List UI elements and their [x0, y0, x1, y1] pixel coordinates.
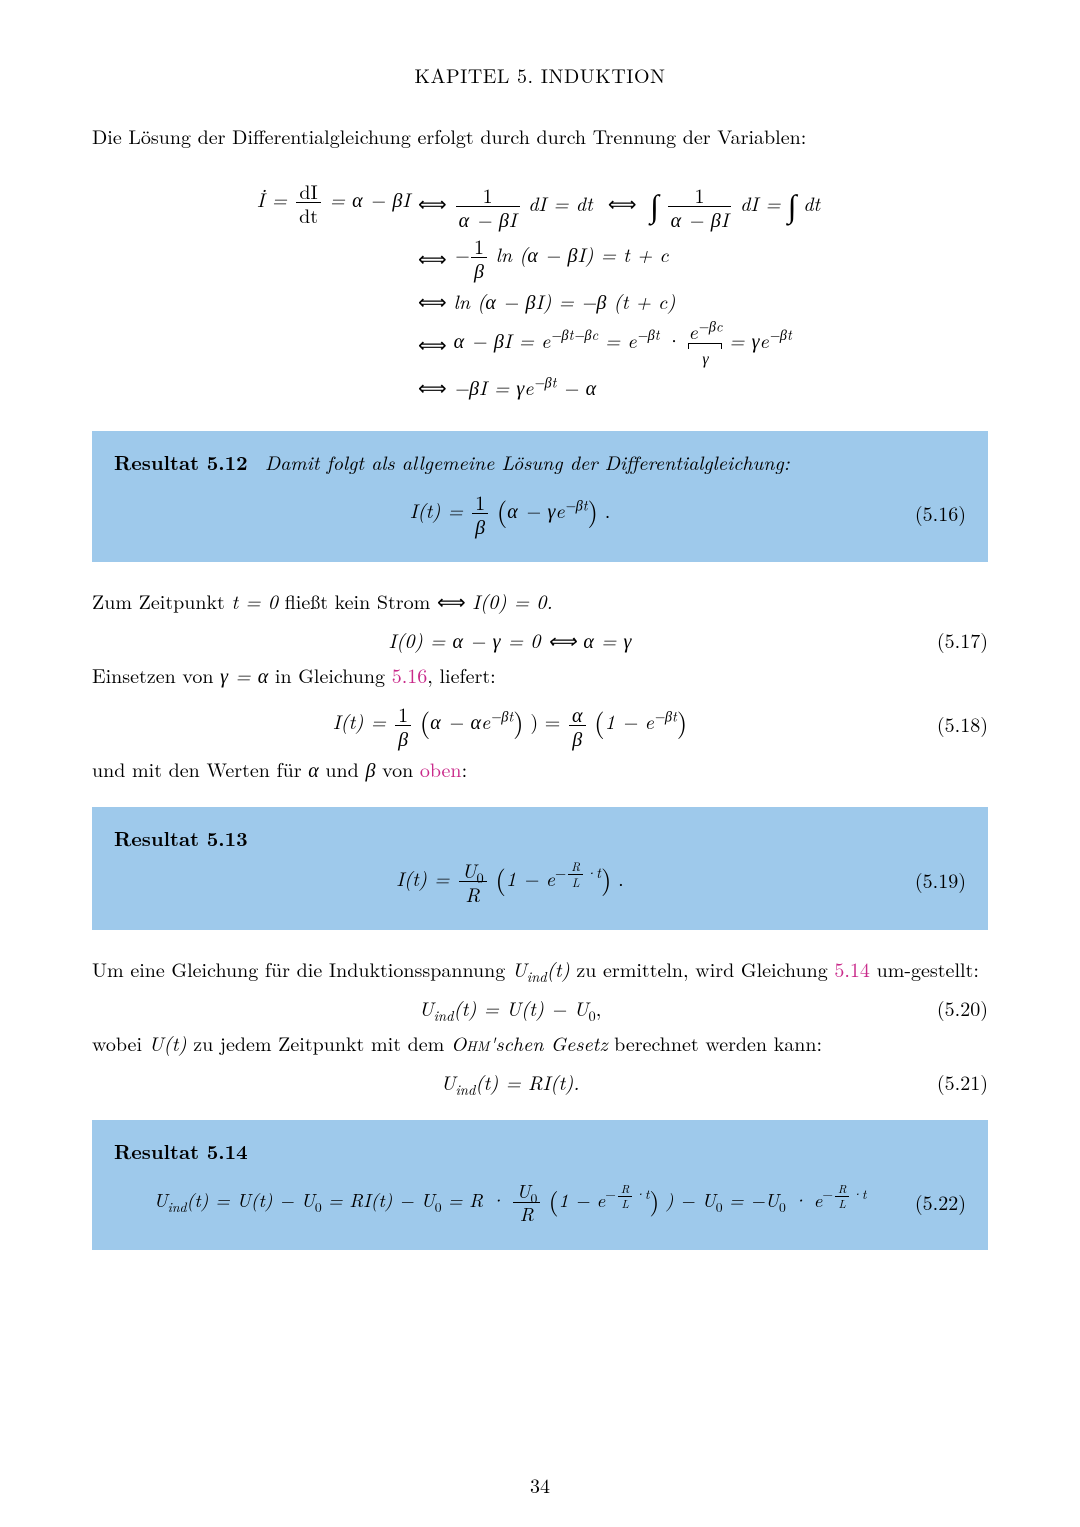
result-5-12-box: Resultat 5.12 Damit folgt als allgemeine…	[92, 431, 988, 562]
result-5-14-box: Resultat 5.14 Uind(t) = U(t) − U0 = RI(t…	[92, 1120, 988, 1250]
ref-5-16-link[interactable]: 5.16	[392, 660, 428, 689]
eqnum-5-19: (5.19)	[906, 865, 966, 894]
result-5-12-stmt: Damit folgt als allgemeine Lösung der Di…	[265, 447, 790, 476]
eqnum-5-22: (5.22)	[906, 1187, 966, 1216]
paragraph-t0: Zum Zeitpunkt t = 0 fließt kein Strom ⟺ …	[92, 586, 988, 615]
eq-5-18-row: I(t) = 1β (α − αe−βt) ) = αβ (1 − e−βt) …	[92, 699, 988, 747]
eq-5-22: Uind(t) = U(t) − U0 = RI(t) − U0 = R · U…	[114, 1179, 906, 1224]
eq-5-20: Uind(t) = U(t) − U0,	[92, 993, 928, 1022]
result-5-13-title: Resultat 5.13	[114, 823, 248, 852]
eq-5-16: I(t) = 1β (α − γe−βt) .	[114, 488, 906, 536]
ref-oben-link[interactable]: oben	[420, 754, 462, 783]
eq-5-19: I(t) = U0R (1 − e−RL·t) .	[114, 856, 906, 904]
eqnum-5-20: (5.20)	[928, 993, 988, 1022]
chapter-header: KAPITEL 5. INDUKTION	[92, 60, 988, 89]
paragraph-uind: Um eine Gleichung für die Induktionsspan…	[92, 954, 988, 983]
paragraph-ohm: wobei U(t) zu jedem Zeitpunkt mit dem Oh…	[92, 1028, 988, 1057]
paragraph-einsetzen: Einsetzen von γ = α in Gleichung 5.16, l…	[92, 660, 988, 689]
paragraph-intro: Die Lösung der Differentialgleichung erf…	[92, 121, 988, 150]
eq-5-21: Uind(t) = RI(t).	[92, 1067, 928, 1096]
eqnum-5-16: (5.16)	[906, 498, 966, 527]
eq-5-18: I(t) = 1β (α − αe−βt) ) = αβ (1 − e−βt)	[92, 699, 928, 747]
eqnum-5-18: (5.18)	[928, 709, 988, 738]
result-5-13-box: Resultat 5.13 I(t) = U0R (1 − e−RL·t) . …	[92, 807, 988, 930]
ref-5-14-link[interactable]: 5.14	[834, 954, 870, 983]
derivation-block: İ = dIdt = α − βI ⟺ 1α − βI dI = dt ⟺ ∫ …	[92, 170, 988, 407]
result-5-12-title: Resultat 5.12	[114, 447, 248, 476]
eq-5-17: I(0) = α − γ = 0 ⟺ α = γ	[92, 625, 928, 654]
eq-5-20-row: Uind(t) = U(t) − U0, (5.20)	[92, 993, 988, 1022]
eqnum-5-21: (5.21)	[928, 1067, 988, 1096]
eq-5-21-row: Uind(t) = RI(t). (5.21)	[92, 1067, 988, 1096]
result-5-14-title: Resultat 5.14	[114, 1136, 248, 1165]
page-number: 34	[0, 1470, 1080, 1499]
eqnum-5-17: (5.17)	[928, 625, 988, 654]
paragraph-werte: und mit den Werten für α und β von oben:	[92, 754, 988, 783]
eq-5-17-row: I(0) = α − γ = 0 ⟺ α = γ (5.17)	[92, 625, 988, 654]
